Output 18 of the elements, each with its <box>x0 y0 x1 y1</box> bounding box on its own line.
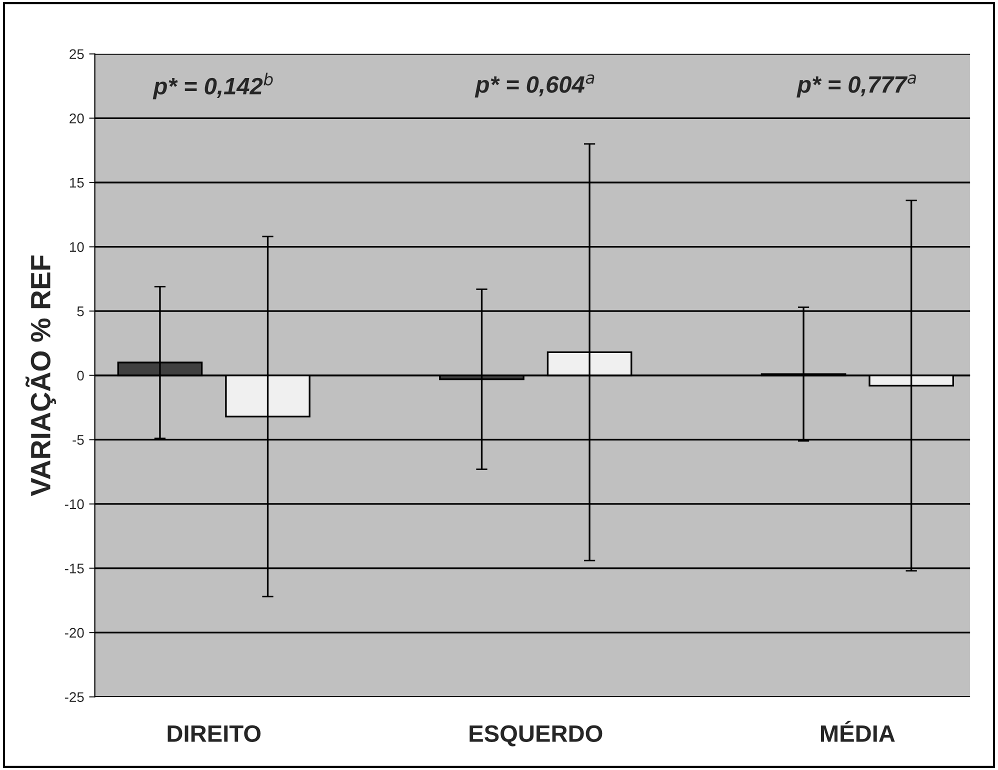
x-tick-label: ESQUERDO <box>470 725 602 746</box>
y-tick-label: 5 <box>77 306 84 316</box>
y-tick-label: 20 <box>70 114 84 124</box>
y-tick-label: -10 <box>64 499 84 510</box>
x-tick-label: DIREITO <box>168 725 261 742</box>
y-tick-label: -5 <box>72 435 84 445</box>
y-tick-label: 15 <box>70 178 84 188</box>
y-tick-label: 10 <box>70 242 84 252</box>
y-tick-label: -20 <box>64 628 84 638</box>
annotation: p* = 0,142$^{b}$ <box>152 72 273 100</box>
y-tick-label: 25 <box>70 49 84 60</box>
annotation: p* = 0,777$^{a}$ <box>796 74 916 98</box>
y-tick-label: 0 <box>77 370 84 381</box>
y-axis-title: VARIAÇÃO % REF <box>26 255 56 496</box>
x-tick-label: MÉDIA <box>820 720 895 742</box>
annotation: p* = 0,604$^{a}$ <box>474 74 594 98</box>
y-tick-label: -15 <box>64 564 84 574</box>
y-tick-label: -25 <box>64 692 84 702</box>
